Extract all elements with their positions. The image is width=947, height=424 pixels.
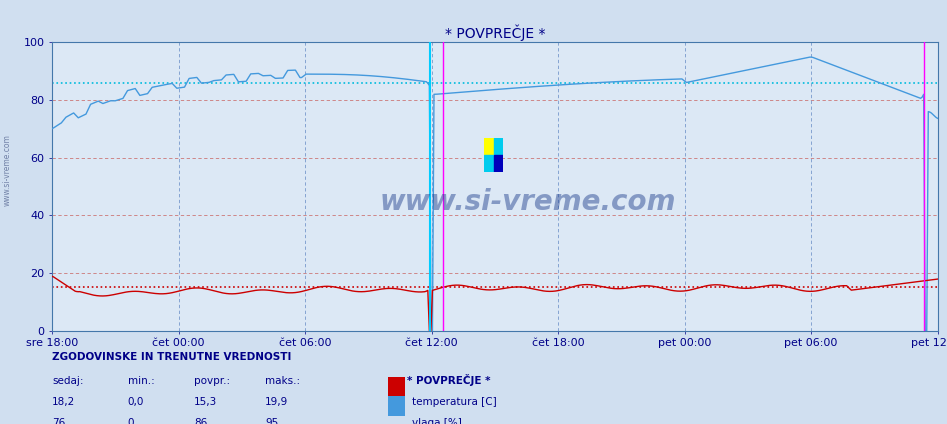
Text: 0,0: 0,0 [128,397,144,407]
Text: 76: 76 [52,418,65,424]
Text: * POVPREČJE *: * POVPREČJE * [407,374,491,386]
Text: maks.:: maks.: [265,376,300,386]
Bar [484,137,493,155]
Text: vlaga [%]: vlaga [%] [412,418,462,424]
Text: sedaj:: sedaj: [52,376,83,386]
Bar [493,137,504,155]
Title: * POVPREČJE *: * POVPREČJE * [444,25,545,41]
Bar [484,155,493,172]
Text: min.:: min.: [128,376,154,386]
Text: 15,3: 15,3 [194,397,218,407]
Text: 0: 0 [128,418,134,424]
Bar [493,155,504,172]
Text: www.si-vreme.com: www.si-vreme.com [3,134,12,206]
Text: temperatura [C]: temperatura [C] [412,397,496,407]
Text: 95: 95 [265,418,278,424]
Text: 86: 86 [194,418,207,424]
Text: 18,2: 18,2 [52,397,76,407]
Text: 19,9: 19,9 [265,397,289,407]
Text: www.si-vreme.com: www.si-vreme.com [380,188,676,216]
Text: povpr.:: povpr.: [194,376,230,386]
Text: ZGODOVINSKE IN TRENUTNE VREDNOSTI: ZGODOVINSKE IN TRENUTNE VREDNOSTI [52,352,292,363]
